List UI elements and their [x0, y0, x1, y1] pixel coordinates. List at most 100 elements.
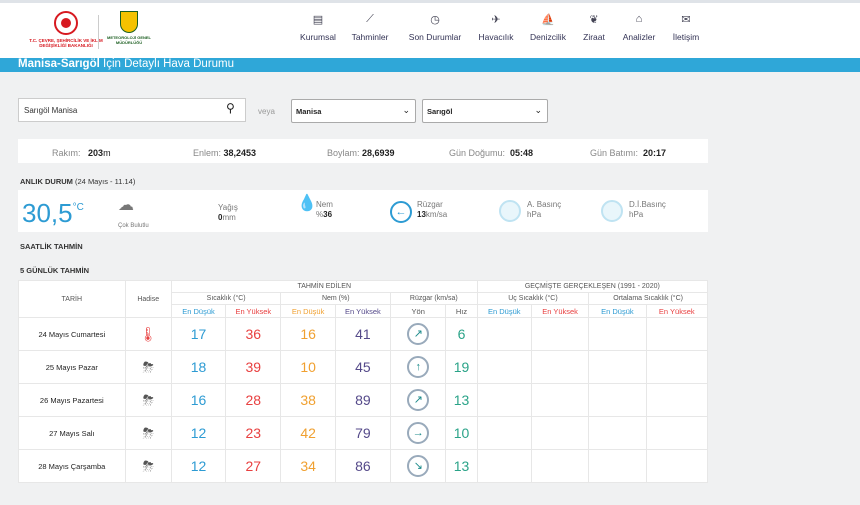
province-select[interactable]: Manisa ⌄: [291, 99, 416, 123]
humidity-min: 10: [280, 350, 336, 384]
wind-arrow-icon: ↑: [407, 356, 430, 378]
ministry-logo[interactable]: T.C. ÇEVRE, ŞEHİRCİLİK VE İKLİM DEĞİŞİKL…: [26, 11, 106, 53]
date-column-header: TARİH: [18, 280, 126, 318]
or-label: veya: [258, 107, 275, 116]
precipitation-info: Yağış 0mm: [218, 203, 238, 222]
humidity-info: Nem %36: [316, 200, 333, 219]
pressure-icon: [499, 200, 521, 222]
temp-min: 16: [170, 383, 227, 417]
wind-speed: 13: [445, 383, 478, 417]
wind-speed: 13: [445, 449, 478, 483]
thunderstorm-icon: ⛈: [124, 416, 172, 450]
nav-ziraat[interactable]: ❦ Ziraat: [579, 13, 609, 53]
clock-icon: ◷: [430, 14, 440, 26]
row-date: 28 Mayıs Çarşamba: [18, 449, 126, 483]
latitude-info: Enlem: 38,2453: [193, 148, 257, 158]
wind-arrow-icon: ↗: [407, 389, 430, 411]
temp-min: 17: [170, 317, 227, 351]
humidity-header: Nem (%): [280, 292, 392, 305]
row-date: 24 Mayıs Cumartesi: [18, 317, 126, 351]
location-info-bar: [18, 139, 708, 163]
humidity-min: 16: [280, 317, 336, 351]
district-select[interactable]: Sarıgöl ⌄: [422, 99, 548, 123]
location-search-input[interactable]: [18, 98, 246, 122]
wind-direction: ↑: [390, 350, 447, 384]
avg-temp-header: Ortalama Sıcaklık (°C): [588, 292, 708, 305]
document-icon: ▤: [312, 14, 324, 26]
leaf-icon: ❦: [589, 14, 599, 26]
nav-kurumsal[interactable]: ▤ Kurumsal: [298, 13, 338, 53]
table-row: 27 Mayıs Salı ⛈ 12 23 42 79 → 10: [18, 416, 709, 450]
ship-icon: ⛵: [541, 14, 555, 26]
temp-min: 12: [170, 416, 227, 450]
altitude-info: Rakım: 203m: [52, 148, 111, 158]
nav-son-durumlar[interactable]: ◷ Son Durumlar: [404, 13, 466, 53]
logo-divider: [98, 15, 99, 49]
current-conditions-panel: [18, 190, 708, 232]
temp-min: 12: [170, 449, 227, 483]
humidity-max: 86: [334, 449, 392, 483]
mgm-shield-icon: [120, 11, 138, 33]
temp-header: Sıcaklık (°C): [170, 292, 282, 305]
sunset-info: Gün Batımı: 20:17: [590, 148, 667, 158]
wind-direction: ↗: [390, 383, 447, 417]
wind-direction: ↘: [390, 449, 447, 483]
humidity-min: 42: [280, 416, 336, 450]
extreme-temp-header: Uç Sıcaklık (°C): [476, 292, 590, 305]
nav-denizcilik[interactable]: ⛵ Denizcilik: [526, 13, 570, 53]
avg-min-header: En Düşük: [588, 304, 647, 318]
humidity-min: 34: [280, 449, 336, 483]
wind-speed: 6: [445, 317, 478, 351]
table-row: 28 Mayıs Çarşamba ⛈ 12 27 34 86 ↘ 13: [18, 449, 709, 483]
sea-pressure-info: D.İ.Basınç hPa: [629, 200, 666, 219]
humidity-max-header: En Yüksek: [334, 304, 392, 318]
table-row: 25 Mayıs Pazar ⛈ 18 39 10 45 ↑ 19: [18, 350, 709, 384]
humidity-max: 89: [334, 383, 392, 417]
temp-max: 36: [225, 317, 282, 351]
nav-tahminler[interactable]: ⟋ Tahminler: [348, 13, 392, 53]
chevron-down-icon: ⌄: [534, 105, 542, 115]
event-column-header: Hadise: [124, 280, 172, 318]
humidity-max: 45: [334, 350, 392, 384]
wind-direction-icon: ←: [390, 201, 412, 223]
humidity-min-header: En Düşük: [280, 304, 336, 318]
mgm-logo[interactable]: METEOROLOJİ GENEL MÜDÜRLÜĞÜ: [106, 11, 152, 53]
row-date: 25 Mayıs Pazar: [18, 350, 126, 384]
search-icon[interactable]: ⚲: [226, 101, 235, 115]
humidity-max: 79: [334, 416, 392, 450]
hourly-forecast-title[interactable]: SAATLİK TAHMİN: [20, 242, 83, 251]
wind-header: Rüzgar (km/sa): [390, 292, 478, 305]
nav-havacilik[interactable]: ✈ Havacılık: [476, 13, 516, 53]
nav-iletisim[interactable]: ✉ İletişim: [668, 13, 704, 53]
sea-pressure-icon: [601, 200, 623, 222]
nav-analizler[interactable]: ⌂ Analizler: [619, 13, 659, 53]
temp-max: 39: [225, 350, 282, 384]
temp-max: 28: [225, 383, 282, 417]
mail-icon: ✉: [681, 14, 691, 26]
row-date: 26 Mayıs Pazartesi: [18, 383, 126, 417]
longitude-info: Boylam: 28,6939: [327, 148, 395, 158]
ministry-emblem-icon: [54, 11, 78, 35]
history-header: GEÇMİŞTE GERÇEKLEŞEN (1991 - 2020): [476, 280, 709, 293]
chevron-down-icon: ⌄: [402, 105, 410, 115]
wind-arrow-icon: →: [407, 422, 430, 444]
extreme-max-header: En Yüksek: [530, 304, 590, 318]
chart-icon: ⟋: [366, 13, 374, 25]
table-row: 26 Mayıs Pazartesi ⛈ 16 28 38 89 ↗ 13: [18, 383, 709, 417]
temp-min-header: En Düşük: [170, 304, 227, 318]
current-conditions-title: ANLIK DURUM (24 Mayıs - 11.14): [20, 177, 136, 186]
wind-info: Rüzgar 13km/sa: [417, 200, 448, 219]
title-banner: [0, 58, 860, 72]
sunrise-info: Gün Doğumu: 05:48: [449, 148, 534, 158]
condition-label: Çok Bulutlu: [118, 223, 149, 229]
analysis-icon: ⌂: [635, 13, 643, 25]
thermometer-icon: 🌡: [124, 317, 172, 351]
pressure-info: A. Basınç hPa: [527, 200, 562, 219]
wind-speed: 10: [445, 416, 478, 450]
thunderstorm-icon: ⛈: [124, 383, 172, 417]
wind-direction: ↗: [390, 317, 447, 351]
humidity-max: 41: [334, 317, 392, 351]
temp-min: 18: [170, 350, 227, 384]
temp-max: 27: [225, 449, 282, 483]
cloudy-icon: ☁: [118, 197, 134, 214]
